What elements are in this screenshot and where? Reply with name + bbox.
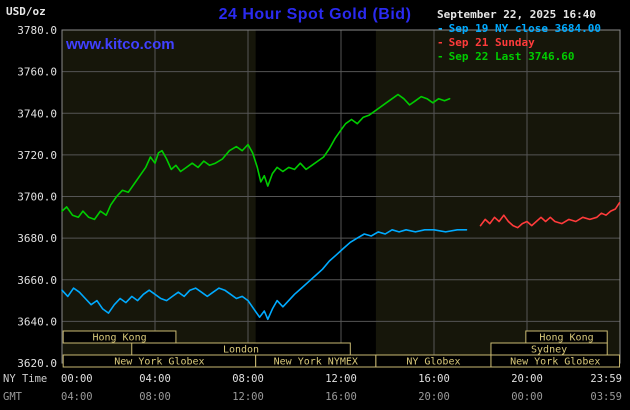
x-axis-ny-time-label: NY Time <box>3 373 48 385</box>
y-tick-label: 3740.0 <box>17 107 57 120</box>
page-title: 24 Hour Spot Gold (Bid) <box>218 6 412 23</box>
x-tick-label-gmt: 00:00 <box>511 391 543 403</box>
y-axis-units-label: USD/oz <box>6 5 46 18</box>
legend: - Sep 19 NY close 3684.00 - Sep 21 Sunday … <box>437 22 601 64</box>
session-box <box>490 354 621 368</box>
x-tick-label-ny: 20:00 <box>511 373 543 385</box>
x-tick-label-ny: 16:00 <box>418 373 450 385</box>
x-tick-label-gmt: 08:00 <box>139 391 171 403</box>
session-label: London <box>223 345 259 356</box>
session-label: Hong Kong <box>539 333 593 344</box>
y-tick-label: 3640.0 <box>17 315 57 328</box>
legend-label: Sep 22 Last 3746.60 <box>448 50 575 63</box>
x-axis-gmt-label: GMT <box>3 391 22 403</box>
session-label: New York Globex <box>510 357 600 368</box>
y-tick-label: 3700.0 <box>17 191 57 204</box>
y-tick-label: 3620.0 <box>17 357 57 370</box>
x-tick-label-ny: 04:00 <box>139 373 171 385</box>
x-tick-label-gmt: 12:00 <box>232 391 264 403</box>
y-tick-label: 3660.0 <box>17 274 57 287</box>
x-tick-label-gmt: 04:00 <box>61 391 93 403</box>
x-tick-label-ny: 12:00 <box>325 373 357 385</box>
y-tick-label: 3760.0 <box>17 66 57 79</box>
chart-datetime: September 22, 2025 16:40 <box>437 8 596 21</box>
session-label: New York NYMEX <box>274 357 358 368</box>
session-label: Sydney <box>531 345 567 356</box>
y-tick-label: 3680.0 <box>17 232 57 245</box>
x-tick-label-ny: 08:00 <box>232 373 264 385</box>
series-line-0 <box>61 229 468 321</box>
legend-item-sep19: - Sep 19 NY close 3684.00 <box>437 22 601 36</box>
session-label: NY Globex <box>406 357 460 368</box>
y-tick-label: 3780.0 <box>17 24 57 37</box>
legend-item-sep22: - Sep 22 Last 3746.60 <box>437 50 601 64</box>
kitco-website-link[interactable]: www.kitco.com <box>66 36 175 53</box>
x-tick-label-ny: 00:00 <box>61 373 93 385</box>
session-box <box>62 330 177 344</box>
x-tick-label-gmt: 20:00 <box>418 391 450 403</box>
y-tick-label: 3720.0 <box>17 149 57 162</box>
legend-label: Sep 19 NY close 3684.00 <box>448 22 601 35</box>
x-tick-label-gmt: 16:00 <box>325 391 357 403</box>
x-tick-label-ny: 23:59 <box>590 373 622 385</box>
session-label: New York Globex <box>114 357 204 368</box>
x-tick-label-gmt: 03:59 <box>590 391 622 403</box>
session-label: Hong Kong <box>92 333 146 344</box>
series-line-1 <box>479 201 621 229</box>
legend-dash-icon: - <box>437 22 444 35</box>
legend-dash-icon: - <box>437 50 444 63</box>
legend-dash-icon: - <box>437 36 444 49</box>
legend-label: Sep 21 Sunday <box>448 36 535 49</box>
legend-item-sep21: - Sep 21 Sunday <box>437 36 601 50</box>
series-line-2 <box>61 93 451 221</box>
